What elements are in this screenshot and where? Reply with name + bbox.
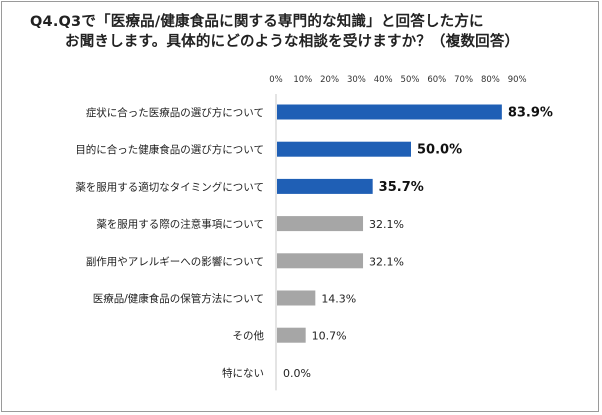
x-tick-label: 30% [347,75,366,85]
bar [277,290,316,306]
category-label: 薬を服用する際の注意事項について [96,218,264,231]
category-label: 症状に合った医療品の選び方について [86,106,264,119]
category-label: 医療品/健康食品の保管方法について [93,292,264,305]
value-label: 35.7% [379,180,424,195]
category-label: 目的に合った健康食品の選び方について [75,143,264,156]
value-label: 14.3% [321,293,356,306]
bar [277,253,364,269]
value-label: 10.7% [312,330,347,343]
category-label: 特にない [222,367,264,379]
x-tick-label: 90% [508,75,527,85]
value-label: 83.9% [508,106,553,121]
chart-title-line-1: Q4.Q3で「医療品/健康食品に関する専門的な知識」と回答した方に [30,14,484,30]
x-tick-label: 10% [293,75,312,85]
chart-title: Q4.Q3で「医療品/健康食品に関する専門的な知識」と回答した方に お聞きします… [30,12,590,52]
bar [277,141,411,157]
value-label: 50.0% [417,143,462,158]
bar [277,327,306,343]
bar [277,216,364,232]
chart-title-line-2: お聞きします。具体的にどのような相談を受けますか？（複数回答） [65,34,520,50]
category-label: その他 [233,329,265,342]
x-tick-label: 50% [401,75,420,85]
bar [277,178,373,194]
x-tick-label: 80% [481,75,500,85]
value-label: 0.0% [283,367,311,380]
category-label: 薬を服用する適切なタイミングについて [75,180,264,193]
x-tick-label: 60% [427,75,446,85]
category-label: 副作用やアレルギーへの影響について [86,255,264,268]
bar [277,104,502,120]
x-tick-label: 40% [374,75,393,85]
value-label: 32.1% [369,218,404,231]
x-tick-label: 20% [320,75,339,85]
x-tick-label: 0% [269,75,283,85]
value-label: 32.1% [369,255,404,268]
x-tick-label: 70% [454,75,473,85]
